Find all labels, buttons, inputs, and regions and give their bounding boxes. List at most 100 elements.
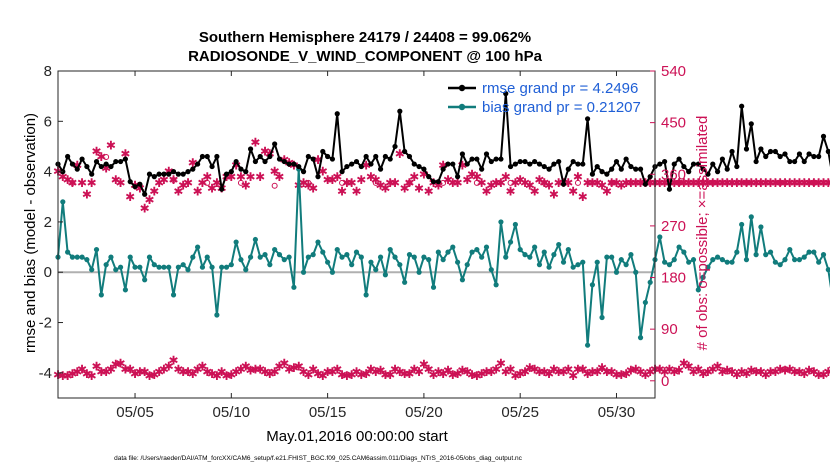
rmse-point bbox=[358, 163, 364, 170]
obs_low-point: ✱ bbox=[101, 365, 111, 379]
bias-point bbox=[142, 277, 148, 283]
obs_low-point: ✱ bbox=[544, 367, 554, 381]
rmse-point bbox=[792, 158, 798, 165]
obs_low-point: ✱ bbox=[135, 365, 145, 379]
obs_low-point: ✱ bbox=[688, 365, 698, 379]
bias-point bbox=[93, 246, 100, 253]
bias-point bbox=[69, 254, 76, 260]
obs_low-point: ✱ bbox=[371, 365, 381, 379]
obs_assimilated-point: ✱ bbox=[414, 182, 424, 196]
obs_low-point: ✱ bbox=[390, 362, 400, 376]
bias-point bbox=[291, 284, 297, 290]
obs-possible-point bbox=[541, 179, 548, 186]
obs_low-point: ✱ bbox=[183, 365, 193, 379]
bias-point bbox=[377, 254, 384, 260]
rmse-point bbox=[74, 166, 80, 172]
rmse-point bbox=[219, 186, 225, 192]
obs-possible-point bbox=[574, 179, 581, 186]
rmse-point bbox=[474, 156, 480, 162]
obs_assimilated-point: ✱ bbox=[573, 170, 583, 184]
rmse-point bbox=[565, 166, 571, 172]
bias-point bbox=[228, 262, 234, 268]
bias-point bbox=[806, 249, 812, 255]
obs_low-point: ✱ bbox=[414, 365, 424, 379]
bias-point bbox=[739, 221, 745, 228]
y-axis-label: rmse and bias (model - observation) bbox=[22, 113, 39, 353]
obs_assimilated-point: ✱ bbox=[616, 179, 626, 193]
rmse-point bbox=[430, 179, 437, 185]
obs_low-point: ✱ bbox=[270, 365, 280, 379]
obs_low-point: ✱ bbox=[429, 368, 439, 382]
rmse-point bbox=[710, 161, 716, 167]
bias-point bbox=[392, 254, 398, 260]
obs_low-point: ✱ bbox=[443, 363, 453, 377]
bias-point bbox=[719, 257, 726, 263]
y-tick-label: -2 bbox=[39, 315, 52, 332]
obs_low-point: ✱ bbox=[453, 367, 463, 381]
obs_low-point: ✱ bbox=[424, 362, 434, 376]
rmse-point bbox=[108, 163, 114, 170]
obs_low-point: ✱ bbox=[717, 365, 727, 379]
obs_low-point: ✱ bbox=[568, 369, 578, 383]
rmse-point bbox=[594, 163, 600, 170]
obs_low-point: ✱ bbox=[438, 367, 448, 381]
bias-point bbox=[623, 262, 629, 268]
bias-point bbox=[763, 252, 769, 258]
bias-point bbox=[103, 262, 109, 268]
bias-point bbox=[272, 246, 278, 253]
bias-point bbox=[546, 264, 552, 270]
obs_assimilated-point: ✱ bbox=[246, 170, 256, 184]
rmse-point bbox=[724, 166, 730, 172]
y2-tick-label: 90 bbox=[661, 321, 678, 338]
obs_assimilated-point: ✱ bbox=[173, 184, 183, 198]
obs_low-point: ✱ bbox=[376, 363, 386, 377]
rmse-point bbox=[532, 158, 538, 165]
bias-point bbox=[575, 262, 581, 268]
rmse-point bbox=[695, 161, 701, 167]
obs_low-point: ✱ bbox=[520, 365, 530, 379]
obs_low-point: ✱ bbox=[616, 368, 626, 382]
rmse-point bbox=[806, 151, 812, 157]
rmse-point bbox=[146, 171, 153, 177]
rmse-point bbox=[252, 158, 258, 165]
obs_low-point: ✱ bbox=[823, 365, 830, 379]
rmse-point bbox=[349, 161, 355, 167]
bias-point bbox=[430, 284, 437, 290]
rmse-point bbox=[811, 153, 817, 160]
legend-bias-label: bias grand pr = 0.21207 bbox=[482, 99, 641, 116]
obs_assimilated-point: ✱ bbox=[255, 170, 265, 184]
obs_low-point: ✱ bbox=[587, 365, 597, 379]
bias-point bbox=[74, 254, 80, 260]
plot-frame bbox=[57, 70, 656, 399]
bias-point bbox=[146, 254, 153, 260]
rmse-point bbox=[714, 169, 721, 175]
obs_low-point: ✱ bbox=[120, 362, 130, 376]
obs_low-point: ✱ bbox=[265, 367, 275, 381]
bias-point bbox=[117, 264, 124, 270]
bias-point bbox=[305, 254, 311, 260]
obs_assimilated-point: ✱ bbox=[207, 182, 217, 196]
obs-possible-point bbox=[237, 179, 244, 186]
obs_low-point: ✱ bbox=[236, 362, 246, 376]
bias-point bbox=[98, 292, 104, 298]
rmse-point bbox=[440, 166, 446, 172]
bias-point bbox=[267, 262, 273, 268]
rmse-point bbox=[599, 169, 605, 175]
obs_assimilated-point: ✱ bbox=[323, 173, 333, 187]
obs_assimilated-point: ✱ bbox=[67, 176, 77, 190]
bias-point bbox=[594, 259, 600, 265]
bias-point bbox=[455, 259, 461, 265]
rmse-point bbox=[272, 141, 278, 147]
bias-point bbox=[450, 244, 456, 250]
bias-point bbox=[402, 279, 408, 285]
obs_assimilated-point: ✱ bbox=[477, 176, 487, 190]
bias-point bbox=[743, 257, 750, 263]
obs_low-point: ✱ bbox=[828, 362, 830, 376]
obs_assimilated-point: ✱ bbox=[448, 176, 458, 190]
y-tick-label: 4 bbox=[44, 164, 52, 181]
bias-point bbox=[493, 282, 499, 288]
obs_low-point: ✱ bbox=[477, 367, 487, 381]
obs_low-point: ✱ bbox=[87, 369, 97, 383]
obs_low-point: ✱ bbox=[684, 359, 694, 373]
bias-point bbox=[281, 257, 287, 263]
